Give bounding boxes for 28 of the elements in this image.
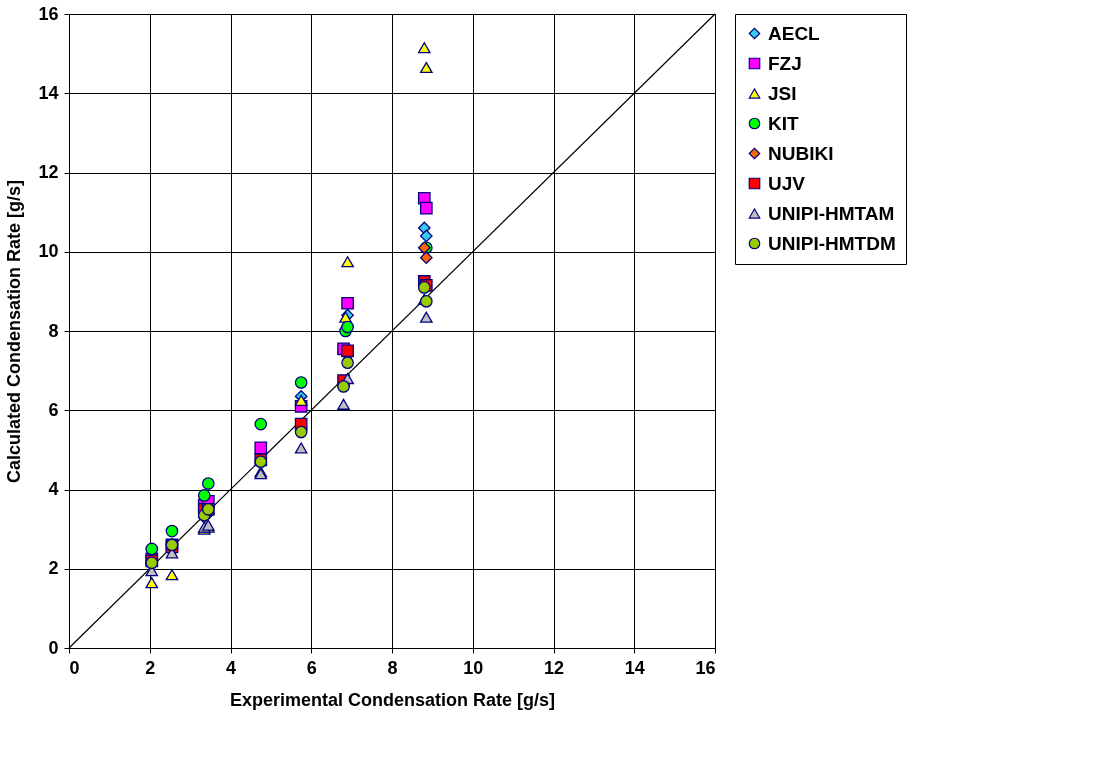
legend-label: UNIPI-HMTDM bbox=[768, 232, 896, 254]
y-tick-label: 12 bbox=[38, 162, 59, 182]
legend-label: FZJ bbox=[768, 52, 802, 74]
y-axis-title: Calculated Condensation Rate [g/s] bbox=[4, 179, 25, 484]
y-tick-label: 14 bbox=[38, 82, 59, 103]
x-tick-label: 4 bbox=[225, 657, 237, 678]
x-tick-label: 8 bbox=[387, 657, 398, 678]
x-tick-label: 14 bbox=[624, 657, 645, 678]
legend-label: JSI bbox=[768, 82, 797, 104]
y-tick-label: 6 bbox=[48, 399, 59, 420]
x-axis-title: Experimental Condensation Rate [g/s] bbox=[229, 689, 556, 710]
y-tick-label: 4 bbox=[48, 479, 59, 499]
y-tick-label: 2 bbox=[48, 558, 59, 579]
y-tick-label: 16 bbox=[38, 3, 59, 24]
x-tick-label: 6 bbox=[306, 657, 317, 678]
y-tick-label: 0 bbox=[48, 637, 59, 658]
y-tick-label: 10 bbox=[38, 241, 59, 262]
x-tick-label: 10 bbox=[463, 657, 484, 678]
legend-label: NUBIKI bbox=[768, 142, 834, 164]
legend-label: UNIPI-HMTAM bbox=[768, 202, 895, 224]
legend-label: KIT bbox=[768, 112, 799, 134]
x-tick-label: 0 bbox=[69, 657, 80, 678]
y-tick-label: 8 bbox=[48, 320, 59, 341]
legend-label: AECL bbox=[768, 22, 821, 44]
legend-label: UJV bbox=[768, 172, 806, 194]
x-tick-label: 16 bbox=[695, 657, 716, 678]
x-tick-label: 12 bbox=[543, 657, 565, 678]
x-tick-label: 2 bbox=[145, 657, 156, 678]
